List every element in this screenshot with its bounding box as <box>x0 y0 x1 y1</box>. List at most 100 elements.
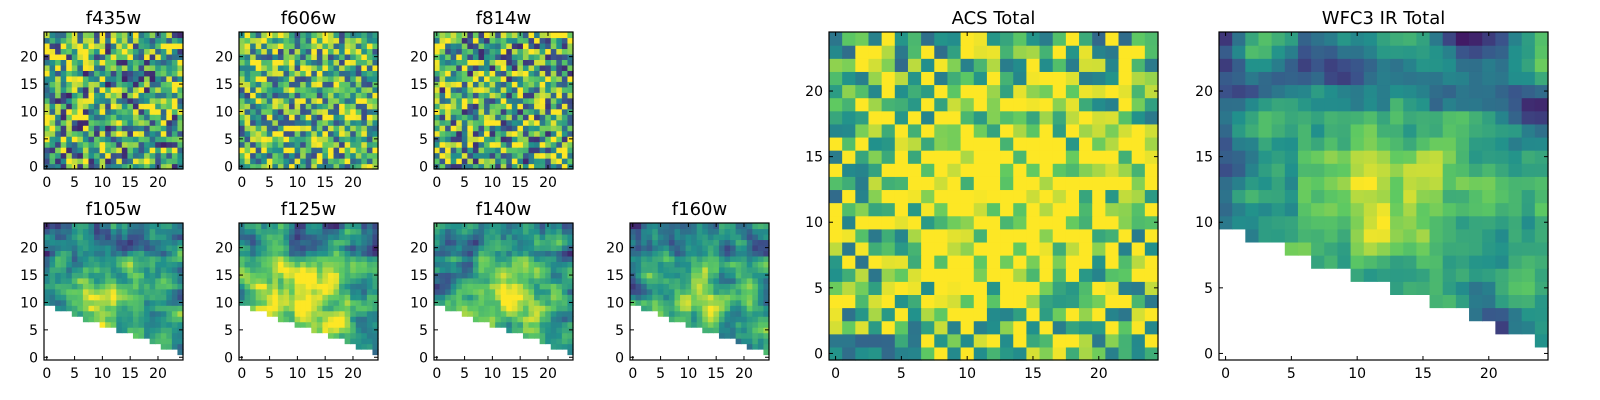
heatmap-cell <box>652 266 659 273</box>
heatmap-cell <box>1092 346 1106 361</box>
heatmap-cell <box>355 316 362 323</box>
heatmap-cell <box>339 42 346 50</box>
heatmap-cell <box>1013 333 1027 348</box>
heatmap-cell <box>511 97 518 104</box>
heatmap-cell <box>121 86 128 93</box>
heatmap-cell <box>333 64 340 71</box>
heatmap-cell <box>99 86 106 93</box>
heatmap-cell <box>132 86 140 93</box>
heatmap-cell <box>511 321 518 328</box>
heatmap-cell <box>60 272 67 279</box>
heatmap-cell <box>244 299 251 306</box>
heatmap-cell <box>528 239 535 246</box>
heatmap-cell <box>94 70 101 77</box>
heatmap-cell <box>94 244 101 251</box>
heatmap-cell <box>166 338 173 345</box>
heatmap-cell <box>545 250 552 257</box>
heatmap-cell <box>333 327 340 334</box>
heatmap-cell <box>556 130 563 137</box>
heatmap-cell <box>1337 215 1352 230</box>
heatmap-cell <box>567 223 574 230</box>
heatmap-cell <box>144 321 151 328</box>
heatmap-cell <box>277 283 285 290</box>
heatmap-cell <box>674 261 681 268</box>
heatmap-cell <box>171 42 179 50</box>
heatmap-cell <box>511 316 518 323</box>
heatmap-cell <box>311 223 318 230</box>
heatmap-cell <box>495 250 502 257</box>
heatmap-cell <box>450 152 457 159</box>
heatmap-cell <box>99 266 106 273</box>
heatmap-cell <box>550 316 557 323</box>
heatmap-cell <box>166 343 173 350</box>
heatmap-cell <box>489 299 496 306</box>
heatmap-cell <box>149 147 156 154</box>
heatmap-cell <box>842 97 856 112</box>
heatmap-cell <box>461 64 468 71</box>
heatmap-cell <box>855 97 870 112</box>
heatmap-cell <box>283 272 290 279</box>
heatmap-cell <box>355 277 362 284</box>
heatmap-cell <box>1105 150 1120 164</box>
heatmap-cell <box>339 272 346 279</box>
heatmap-cell <box>1416 228 1431 243</box>
heatmap-cell <box>500 136 507 143</box>
heatmap-cell <box>361 233 368 241</box>
heatmap-cell <box>718 250 726 257</box>
heatmap-cell <box>489 277 496 284</box>
heatmap-cell <box>60 305 67 312</box>
heatmap-cell <box>355 228 362 235</box>
heatmap-cell <box>752 277 759 284</box>
heatmap-cell <box>506 158 513 165</box>
x-tick-label: 10 <box>93 366 111 382</box>
heatmap-cell <box>1052 97 1067 112</box>
heatmap-cell <box>138 250 145 257</box>
heatmap-cell <box>283 310 290 317</box>
heatmap-cell <box>868 202 883 217</box>
heatmap-cell <box>272 228 279 235</box>
heatmap-cell <box>1442 294 1457 309</box>
heatmap-cell <box>322 266 329 273</box>
heatmap-cell <box>921 241 935 256</box>
heatmap-cell <box>250 130 257 137</box>
heatmap-cell <box>272 53 279 60</box>
heatmap-cell <box>528 299 535 306</box>
heatmap-cell <box>77 255 84 262</box>
heatmap-cell <box>239 239 246 246</box>
heatmap-cell <box>545 97 552 104</box>
heatmap-cell <box>55 152 62 159</box>
heatmap-cell <box>921 150 935 164</box>
heatmap-cell <box>528 332 535 339</box>
heatmap-cell <box>350 70 357 77</box>
heatmap-cell <box>1403 163 1417 177</box>
heatmap-cell <box>702 228 709 235</box>
heatmap-cell <box>663 250 670 257</box>
heatmap-cell <box>855 294 870 309</box>
heatmap-cell <box>960 45 975 59</box>
heatmap-cell <box>456 97 463 104</box>
heatmap-cell <box>539 294 546 301</box>
heatmap-cell <box>735 233 742 241</box>
heatmap-cell <box>461 266 468 273</box>
heatmap-cell <box>478 136 485 143</box>
heatmap-cell <box>657 266 664 273</box>
heatmap-cell <box>344 59 351 66</box>
heatmap-cell <box>1337 123 1352 138</box>
heatmap-cell <box>144 141 151 148</box>
heatmap-cell <box>94 147 101 154</box>
heatmap-cell <box>138 305 145 312</box>
heatmap-cell <box>316 244 323 251</box>
heatmap-cell <box>116 32 123 39</box>
heatmap-cell <box>277 141 285 148</box>
heatmap-cell <box>266 147 273 154</box>
heatmap-cell <box>55 141 62 148</box>
heatmap-cell <box>730 244 737 251</box>
heatmap-cell <box>522 114 530 121</box>
heatmap-cell <box>1065 215 1080 230</box>
heatmap-cell <box>1232 202 1246 217</box>
heatmap-cell <box>646 288 653 295</box>
heatmap-cell <box>1429 163 1444 177</box>
heatmap-cell <box>77 42 84 50</box>
heatmap-cell <box>66 32 73 39</box>
heatmap-cell <box>1363 202 1378 217</box>
